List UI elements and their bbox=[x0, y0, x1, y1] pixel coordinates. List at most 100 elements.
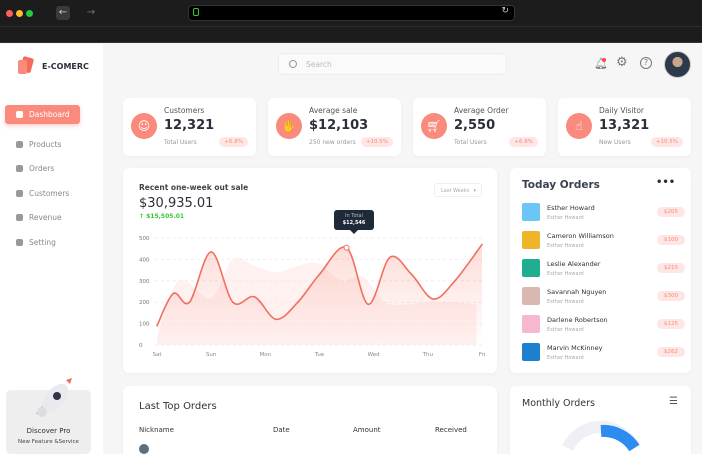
list-item[interactable]: Savannah Nguyen Esther Howard $300 bbox=[522, 287, 685, 305]
column-header: Received bbox=[435, 426, 467, 434]
arrow-right-icon[interactable]: → bbox=[86, 7, 96, 18]
data-point bbox=[188, 301, 191, 303]
last-top-orders-card: Last Top Orders Nickname Date Amount Receiv… bbox=[123, 386, 497, 454]
discover-pro-card[interactable]: Discover Pro New Feature &Service bbox=[6, 378, 91, 454]
stat-card[interactable]: ☝ Daily Visitor 13,321 New Users +10.5% bbox=[558, 98, 691, 156]
order-price: $205 bbox=[657, 207, 685, 217]
stat-card[interactable]: ☺ Customers 12,321 Total Users +6.8% bbox=[123, 98, 256, 156]
x-tick-label: Sat bbox=[152, 352, 162, 358]
stat-badge: +10.5% bbox=[650, 137, 683, 147]
sidebar-item-setting[interactable]: Setting bbox=[5, 233, 80, 252]
period-dropdown[interactable]: Last Weeks ▾ bbox=[434, 183, 482, 197]
chart-tooltip: In Total $12,546 bbox=[334, 210, 374, 234]
browser-chrome: ← → ↻ bbox=[0, 0, 702, 43]
dashboard-icon bbox=[16, 111, 23, 118]
monthly-orders-card: Monthly Orders ☰ bbox=[510, 386, 691, 454]
stat-value: 2,550 bbox=[454, 118, 496, 133]
list-item[interactable]: Cameron Williamson Esther Howard $100 bbox=[522, 231, 685, 249]
column-header: Date bbox=[273, 426, 290, 434]
product-thumbnail bbox=[522, 315, 540, 333]
sidebar-item-revenue[interactable]: Revenue bbox=[5, 208, 80, 227]
sidebar-item-customers[interactable]: Customers bbox=[5, 184, 80, 203]
stat-title: Customers bbox=[164, 106, 205, 115]
avatar[interactable] bbox=[664, 51, 691, 78]
cart-icon: 🛒︎ bbox=[421, 113, 447, 139]
order-name: Marvin McKinney bbox=[547, 343, 603, 352]
order-name: Leslie Alexander bbox=[547, 259, 601, 268]
list-item[interactable]: Leslie Alexander Esther Howard $215 bbox=[522, 259, 685, 277]
bell-icon[interactable]: 🔔︎ bbox=[594, 57, 608, 70]
data-point bbox=[232, 301, 234, 303]
tooltip-label: In Total bbox=[345, 213, 363, 219]
y-tick-label: 300 bbox=[139, 279, 150, 285]
lock-icon bbox=[193, 8, 199, 16]
product-thumbnail bbox=[522, 203, 540, 221]
order-price: $125 bbox=[657, 319, 685, 329]
tooltip-value: $12,546 bbox=[342, 220, 366, 226]
revenue-icon bbox=[16, 214, 23, 221]
search-icon bbox=[289, 60, 297, 68]
today-orders-title: Today Orders bbox=[522, 179, 600, 191]
order-name: Esther Howard bbox=[547, 203, 595, 212]
data-point bbox=[253, 296, 256, 298]
today-orders-card: Today Orders ••• Esther Howard Esther How… bbox=[510, 168, 691, 373]
product-thumbnail bbox=[522, 287, 540, 305]
sales-delta: $15,505.01 bbox=[146, 213, 185, 220]
column-header: Amount bbox=[353, 426, 381, 434]
sidebar-item-orders[interactable]: Orders bbox=[5, 159, 80, 178]
monthly-orders-title: Monthly Orders bbox=[522, 398, 596, 409]
filter-sliders-icon[interactable]: ☰ bbox=[669, 396, 678, 407]
promo-subtitle: New Feature &Service bbox=[18, 439, 79, 445]
order-sub: Esther Howard bbox=[547, 326, 584, 333]
sidebar-item-products[interactable]: Products bbox=[5, 135, 80, 154]
maximize-window-button[interactable] bbox=[26, 10, 33, 17]
minimize-window-button[interactable] bbox=[16, 10, 23, 17]
gear-icon[interactable]: ⚙ bbox=[616, 55, 628, 70]
list-item[interactable]: Marvin McKinney Esther Howard $262 bbox=[522, 343, 685, 361]
brand-logo[interactable]: E-COMERC bbox=[16, 56, 89, 76]
y-tick-label: 0 bbox=[139, 343, 143, 349]
search-input[interactable]: Search bbox=[278, 53, 507, 75]
x-tick-label: Mon bbox=[260, 352, 272, 358]
stat-title: Daily Visitor bbox=[599, 106, 645, 115]
y-tick-label: 400 bbox=[139, 257, 150, 263]
data-point bbox=[432, 298, 435, 300]
avatar bbox=[139, 444, 149, 454]
stat-badge: +10.5% bbox=[360, 137, 393, 147]
search-placeholder: Search bbox=[306, 60, 332, 69]
product-thumbnail bbox=[522, 343, 540, 361]
stat-card[interactable]: ✋ Average sale $12,103 250 new orders +10.5% bbox=[268, 98, 401, 156]
customers-icon bbox=[16, 190, 23, 197]
sidebar-item-dashboard[interactable]: Dashboard bbox=[5, 105, 80, 124]
list-item[interactable]: Darlene Robertson Esther Howard $125 bbox=[522, 315, 685, 333]
stat-card[interactable]: 🛒︎ Average Order 2,550 Total Users +6.8% bbox=[413, 98, 546, 156]
address-bar[interactable]: ↻ bbox=[188, 5, 515, 21]
stat-title: Average sale bbox=[309, 106, 358, 115]
stat-subtitle: Total Users bbox=[164, 139, 197, 146]
more-horizontal-icon[interactable]: ••• bbox=[656, 177, 676, 188]
close-window-button[interactable] bbox=[6, 10, 13, 17]
order-sub: Esther Howard bbox=[547, 242, 584, 249]
product-thumbnail bbox=[522, 231, 540, 249]
data-point bbox=[297, 301, 299, 303]
products-icon bbox=[16, 141, 23, 148]
list-item[interactable]: Esther Howard Esther Howard $205 bbox=[522, 203, 685, 221]
brand-name: E-COMERC bbox=[42, 61, 89, 71]
arrow-left-icon[interactable]: ← bbox=[56, 6, 70, 20]
sales-line bbox=[156, 243, 483, 327]
order-name: Cameron Williamson bbox=[547, 231, 614, 240]
data-point bbox=[156, 324, 158, 327]
help-icon[interactable]: ? bbox=[640, 57, 652, 69]
logo-icon bbox=[18, 56, 34, 74]
y-tick-label: 500 bbox=[139, 236, 150, 242]
rocket-icon bbox=[36, 378, 72, 417]
pointer-icon: ☝ bbox=[566, 113, 592, 139]
data-point bbox=[481, 243, 483, 246]
sidebar-item-label: Revenue bbox=[29, 213, 62, 222]
stat-badge: +6.8% bbox=[509, 137, 538, 147]
stat-badge: +6.8% bbox=[219, 137, 248, 147]
reload-icon[interactable]: ↻ bbox=[501, 6, 509, 16]
setting-icon bbox=[16, 239, 23, 246]
order-price: $100 bbox=[657, 235, 685, 245]
order-sub: Esther Howard bbox=[547, 214, 584, 221]
